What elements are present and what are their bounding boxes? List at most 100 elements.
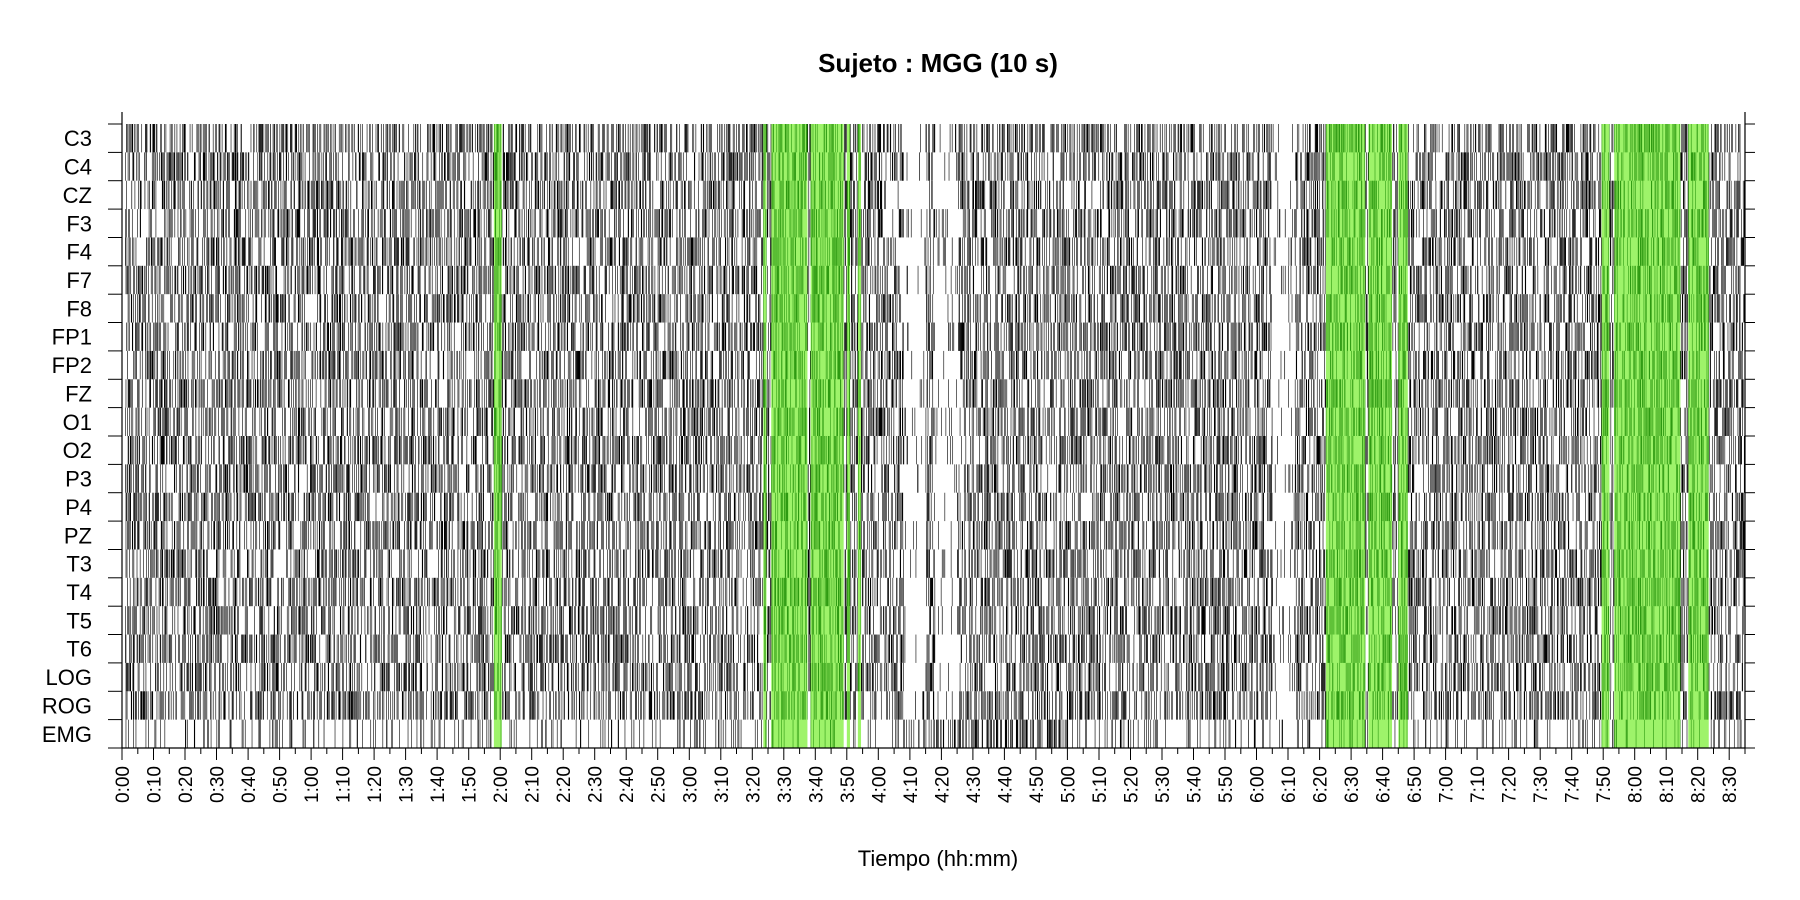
epoch-mark [1743, 209, 1745, 238]
epoch-mark [595, 209, 597, 238]
epoch-mark [306, 124, 308, 153]
epoch-mark [717, 265, 719, 295]
epoch-mark [1067, 124, 1069, 153]
epoch-mark [1163, 180, 1164, 210]
epoch-mark [1001, 152, 1003, 181]
epoch-mark [1610, 237, 1611, 266]
epoch-mark [448, 152, 450, 181]
epoch-mark [1027, 152, 1029, 181]
epoch-mark [203, 209, 205, 238]
epoch-mark [549, 237, 551, 266]
epoch-mark [626, 180, 628, 210]
epoch-mark [1562, 152, 1564, 181]
epoch-mark [397, 265, 398, 295]
epoch-mark [1212, 237, 1214, 266]
epoch-mark [1126, 209, 1128, 238]
epoch-mark [1019, 124, 1020, 153]
epoch-mark [557, 180, 559, 210]
epoch-mark [1143, 265, 1145, 295]
epoch-mark [962, 237, 963, 266]
epoch-mark [732, 265, 734, 295]
epoch-mark [264, 209, 266, 238]
epoch-mark [541, 237, 542, 266]
epoch-mark [464, 237, 466, 266]
epoch-mark [983, 237, 984, 266]
epoch-mark [1453, 152, 1455, 181]
epoch-mark [1317, 180, 1319, 210]
epoch-mark [239, 265, 240, 295]
epoch-mark [600, 152, 602, 181]
epoch-mark [1518, 180, 1519, 210]
epoch-marks [125, 124, 1746, 748]
epoch-mark [291, 152, 292, 181]
epoch-mark [984, 237, 986, 266]
epoch-mark [1163, 152, 1165, 181]
epoch-mark [414, 237, 415, 266]
epoch-mark [341, 265, 342, 295]
epoch-mark [138, 124, 139, 153]
epoch-mark [213, 209, 215, 238]
epoch-mark [605, 265, 607, 295]
epoch-mark [1731, 124, 1732, 153]
epoch-mark [1088, 209, 1090, 238]
epoch-mark [960, 237, 961, 266]
epoch-mark [1155, 265, 1157, 295]
epoch-mark [659, 209, 660, 238]
epoch-mark [939, 124, 941, 153]
epoch-mark [1016, 180, 1018, 210]
epoch-mark [318, 180, 320, 210]
epoch-mark [1225, 124, 1226, 153]
epoch-mark [250, 237, 251, 266]
epoch-mark [478, 265, 480, 295]
epoch-mark [1454, 209, 1455, 238]
epoch-mark [1486, 180, 1488, 210]
epoch-mark [1023, 265, 1024, 295]
epoch-mark [1549, 209, 1551, 238]
epoch-mark [844, 124, 845, 153]
epoch-mark [1136, 237, 1138, 266]
epoch-mark [259, 265, 260, 295]
epoch-mark [410, 152, 411, 181]
epoch-mark [733, 124, 735, 153]
epoch-mark [539, 124, 541, 153]
epoch-mark [718, 180, 719, 210]
epoch-mark [1522, 180, 1523, 210]
epoch-mark [509, 265, 511, 295]
epoch-mark [1233, 265, 1235, 295]
epoch-mark [585, 265, 586, 295]
epoch-mark [537, 237, 539, 266]
epoch-mark [1126, 180, 1127, 210]
epoch-mark [1013, 265, 1015, 295]
epoch-mark [446, 237, 447, 266]
epoch-mark [148, 237, 149, 266]
epoch-mark [1209, 180, 1210, 210]
epoch-mark [198, 209, 199, 238]
epoch-mark [472, 180, 474, 210]
epoch-mark [958, 237, 960, 266]
epoch-mark [583, 124, 585, 153]
epoch-mark [218, 180, 220, 210]
epoch-mark [878, 152, 880, 181]
epoch-mark [679, 265, 680, 295]
epoch-mark [552, 265, 554, 295]
epoch-mark [491, 180, 492, 210]
epoch-mark [742, 265, 744, 295]
epoch-mark [1164, 180, 1165, 210]
epoch-mark [1518, 209, 1520, 238]
epoch-mark [438, 209, 439, 238]
epoch-mark [1451, 124, 1452, 153]
epoch-mark [348, 124, 350, 153]
epoch-mark [456, 124, 458, 153]
epoch-mark [906, 152, 908, 181]
epoch-mark [754, 152, 756, 181]
epoch-mark [880, 124, 882, 153]
epoch-mark [299, 180, 301, 210]
epoch-mark [967, 209, 969, 238]
epoch-mark [562, 180, 564, 210]
epoch-mark [761, 180, 762, 210]
epoch-mark [1271, 124, 1272, 153]
epoch-mark [1065, 237, 1066, 266]
epoch-mark [1489, 209, 1490, 238]
epoch-mark [684, 209, 685, 238]
epoch-mark [1418, 265, 1419, 295]
